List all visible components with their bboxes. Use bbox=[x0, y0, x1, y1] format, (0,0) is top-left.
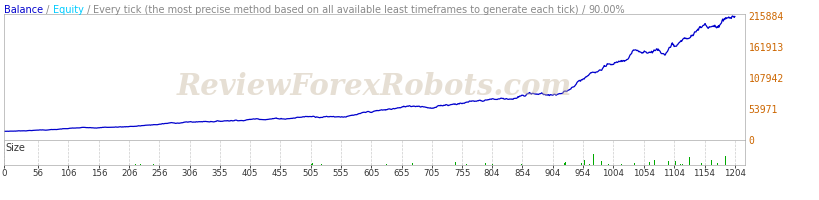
Text: Equity: Equity bbox=[52, 5, 84, 15]
Text: Size: Size bbox=[6, 143, 25, 153]
Text: ReviewForexRobots.com: ReviewForexRobots.com bbox=[176, 72, 572, 101]
Text: 90.00%: 90.00% bbox=[587, 5, 624, 15]
Text: /: / bbox=[84, 5, 93, 15]
Text: Balance: Balance bbox=[4, 5, 43, 15]
Text: /: / bbox=[578, 5, 587, 15]
Text: /: / bbox=[43, 5, 52, 15]
Text: Every tick (the most precise method based on all available least timeframes to g: Every tick (the most precise method base… bbox=[93, 5, 578, 15]
